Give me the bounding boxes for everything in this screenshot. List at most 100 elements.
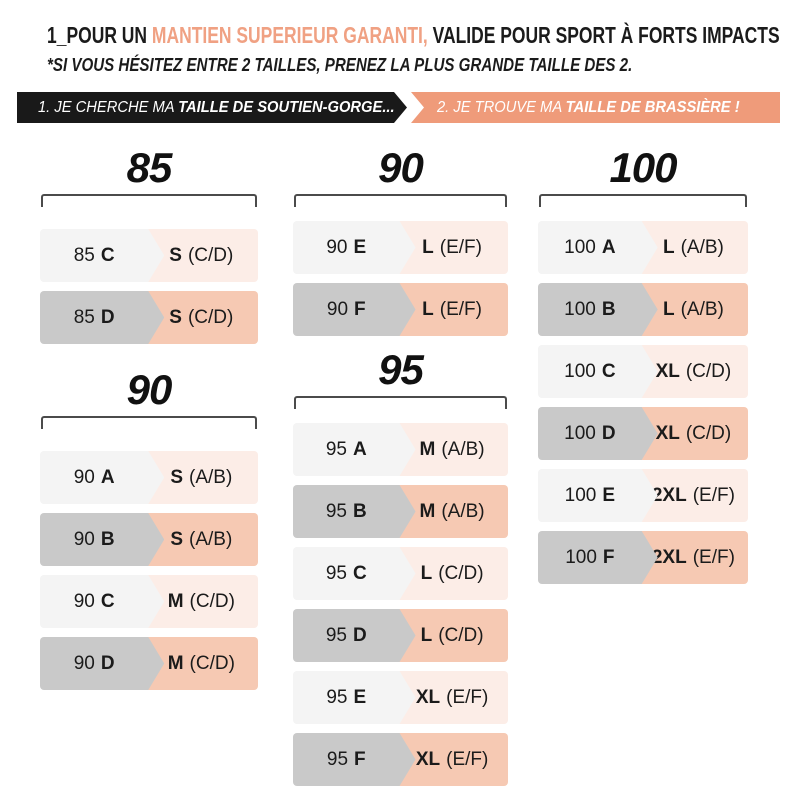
soutien-gorge-size-cell: 100 F bbox=[538, 531, 658, 584]
band-size-heading: 85 bbox=[126, 144, 173, 191]
step2-bold: TAILLE DE BRASSIÈRE ! bbox=[565, 98, 740, 116]
cup-letter: D bbox=[100, 306, 115, 328]
brassiere-size: XL bbox=[415, 686, 441, 708]
brassiere-size: XL bbox=[415, 748, 441, 770]
band-number: 90 bbox=[73, 590, 95, 612]
size-row: XL (E/F) 95 F bbox=[293, 733, 508, 786]
band-number: 95 bbox=[326, 686, 348, 708]
size-row: XL (E/F) 95 E bbox=[293, 671, 508, 724]
size-row: L (C/D) 95 D bbox=[293, 609, 508, 662]
step2-banner: 2. JE TROUVE MA TAILLE DE BRASSIÈRE ! bbox=[411, 92, 780, 123]
brassiere-size: M bbox=[167, 652, 184, 674]
cup-letter: D bbox=[100, 652, 115, 674]
bracket bbox=[41, 416, 257, 429]
band-number: 100 bbox=[564, 360, 596, 382]
brassiere-size-cell: L (E/F) bbox=[396, 283, 508, 336]
bracket bbox=[41, 194, 257, 207]
cup-letter: D bbox=[352, 624, 367, 646]
brassiere-cups: (C/D) bbox=[438, 562, 484, 584]
band-number: 85 bbox=[73, 306, 95, 328]
title-prefix: 1_POUR UN bbox=[47, 22, 152, 48]
cup-letter: B bbox=[601, 298, 616, 320]
band-size-heading: 90 bbox=[378, 144, 424, 191]
cup-letter: F bbox=[354, 748, 366, 770]
brassiere-size: L bbox=[420, 562, 433, 584]
band-number: 85 bbox=[73, 244, 95, 266]
rows-container: S (A/B) 90 A S (A/B) 90 B M (C/D) 90 C M (C/D) 90 D bbox=[40, 451, 258, 690]
band-number: 90 bbox=[326, 298, 349, 320]
size-row: S (C/D) 85 D bbox=[40, 291, 258, 344]
brassiere-size: L bbox=[662, 298, 675, 320]
title-highlight: MANTIEN SUPERIEUR GARANTI, bbox=[151, 22, 428, 48]
band-number: 100 bbox=[564, 298, 596, 320]
brassiere-cups: (A/B) bbox=[680, 298, 724, 320]
soutien-gorge-size-cell: 100 E bbox=[538, 469, 658, 522]
rows-container: M (A/B) 95 A M (A/B) 95 B L (C/D) 95 C L (C/D) 95 D XL (E… bbox=[293, 423, 508, 786]
band-number: 90 bbox=[73, 466, 95, 488]
band-size-heading: 100 bbox=[609, 144, 677, 191]
cup-letter: B bbox=[100, 528, 115, 550]
brassiere-size: L bbox=[420, 624, 433, 646]
brassiere-cups: (C/D) bbox=[438, 624, 484, 646]
bracket bbox=[294, 396, 507, 409]
cup-letter: E bbox=[602, 484, 616, 506]
rows-container: L (A/B) 100 A L (A/B) 100 B XL (C/D) 100 C XL (C/D) 10… bbox=[538, 221, 748, 584]
brassiere-cups: (E/F) bbox=[692, 546, 735, 568]
band-number: 95 bbox=[326, 748, 349, 770]
brassiere-size: 2XL bbox=[651, 484, 687, 506]
brassiere-cups: (A/B) bbox=[189, 466, 233, 488]
size-row: L (A/B) 100 A bbox=[538, 221, 748, 274]
brassiere-size-cell: S (C/D) bbox=[144, 291, 258, 344]
size-column-1: 85 S (C/D) 85 C S (C/D) 85 D 90 S (A/B) 90 A S (A/B) 90 B… bbox=[40, 144, 258, 690]
soutien-gorge-size-cell: 100 B bbox=[538, 283, 658, 336]
cup-letter: C bbox=[601, 360, 616, 382]
brassiere-cups: (A/B) bbox=[441, 500, 485, 522]
brassiere-cups: (C/D) bbox=[189, 652, 235, 674]
title-suffix: VALIDE POUR SPORT À FORTS IMPACTS bbox=[427, 22, 780, 48]
soutien-gorge-size-cell: 90 A bbox=[40, 451, 164, 504]
size-row: L (E/F) 90 F bbox=[293, 283, 508, 336]
bracket bbox=[294, 194, 507, 207]
cup-letter: D bbox=[601, 422, 616, 444]
size-group-95: 95 M (A/B) 95 A M (A/B) 95 B L (C/D) 95 C L (C/D) 95 D XL… bbox=[293, 346, 508, 786]
brassiere-size: L bbox=[422, 298, 434, 320]
size-column-2: 90 L (E/F) 90 E L (E/F) 90 F 95 M (A/B) 95 A M (A/B) 95 B… bbox=[293, 144, 508, 786]
size-group-90: 90 S (A/B) 90 A S (A/B) 90 B M (C/D) 90 C M (C/D) 90 D bbox=[40, 369, 258, 690]
brassiere-size: 2XL bbox=[651, 546, 687, 568]
brassiere-cups: (C/D) bbox=[685, 360, 732, 382]
size-row: XL (C/D) 100 D bbox=[538, 407, 748, 460]
soutien-gorge-size-cell: 90 E bbox=[293, 221, 416, 274]
size-group-90: 90 L (E/F) 90 E L (E/F) 90 F bbox=[293, 144, 508, 336]
rows-container: L (E/F) 90 E L (E/F) 90 F bbox=[293, 221, 508, 336]
soutien-gorge-size-cell: 100 D bbox=[538, 407, 658, 460]
step1-banner: 1. JE CHERCHE MA TAILLE DE SOUTIEN-GORGE… bbox=[17, 92, 407, 123]
brassiere-cups: (E/F) bbox=[692, 484, 735, 506]
band-number: 90 bbox=[326, 236, 348, 258]
brassiere-cups: (E/F) bbox=[446, 748, 489, 770]
brassiere-size: S bbox=[170, 466, 184, 488]
soutien-gorge-size-cell: 85 D bbox=[40, 291, 164, 344]
cup-letter: A bbox=[352, 438, 367, 460]
brassiere-cups: (C/D) bbox=[187, 306, 234, 328]
subtitle-note: *SI VOUS HÉSITEZ ENTRE 2 TAILLES, PRENEZ… bbox=[47, 55, 633, 75]
band-number: 100 bbox=[564, 422, 596, 444]
size-row: M (C/D) 90 D bbox=[40, 637, 258, 690]
brassiere-size-cell: XL (C/D) bbox=[638, 345, 748, 398]
rows-container: S (C/D) 85 C S (C/D) 85 D bbox=[40, 229, 258, 344]
cup-letter: A bbox=[601, 236, 616, 258]
cup-letter: E bbox=[353, 686, 367, 708]
cup-letter: F bbox=[354, 298, 366, 320]
brassiere-size-cell: L (E/F) bbox=[396, 221, 508, 274]
step1-banner-text: 1. JE CHERCHE MA TAILLE DE SOUTIEN-GORGE… bbox=[38, 99, 395, 117]
brassiere-size-cell: L (A/B) bbox=[638, 283, 748, 336]
brassiere-cups: (C/D) bbox=[189, 590, 235, 612]
band-number: 95 bbox=[325, 562, 347, 584]
brassiere-size: L bbox=[662, 236, 675, 258]
step1-bold: TAILLE DE SOUTIEN-GORGE... bbox=[178, 98, 395, 116]
band-size-heading: 95 bbox=[378, 346, 424, 393]
size-row: M (C/D) 90 C bbox=[40, 575, 258, 628]
size-row: L (C/D) 95 C bbox=[293, 547, 508, 600]
brassiere-cups: (E/F) bbox=[446, 686, 489, 708]
cup-letter: C bbox=[352, 562, 367, 584]
soutien-gorge-size-cell: 90 F bbox=[293, 283, 416, 336]
